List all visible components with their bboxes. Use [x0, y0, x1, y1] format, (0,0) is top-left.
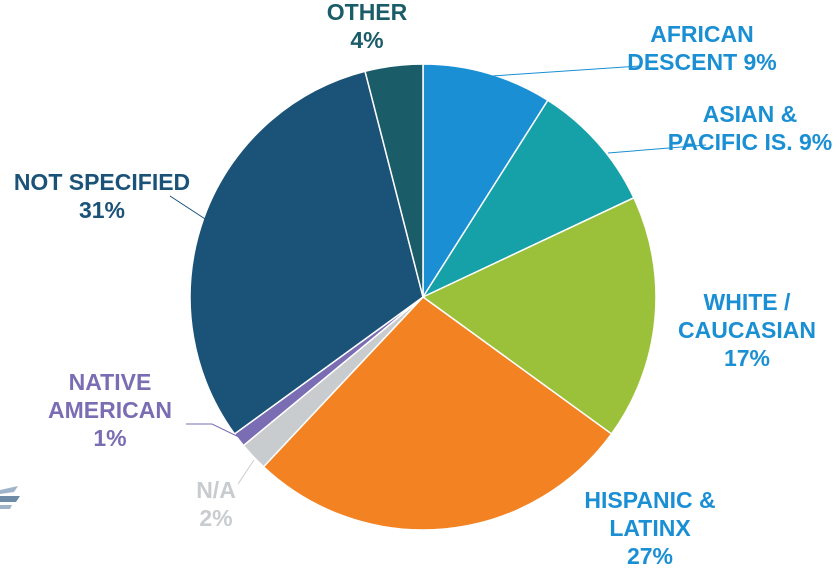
- slice-label: NOT SPECIFIED 31%: [14, 169, 190, 223]
- leader-line: [169, 195, 223, 231]
- slice-label-line: DESCENT 9%: [627, 49, 777, 75]
- slice-label-line: N/A: [196, 477, 236, 503]
- slice-label-line: NOT SPECIFIED: [14, 169, 190, 195]
- slice-label-line: 31%: [79, 197, 125, 223]
- slice-label: WHITE / CAUCASIAN 17%: [678, 289, 816, 371]
- slice-label-line: 1%: [93, 425, 126, 451]
- slice-label-line: OTHER: [327, 0, 408, 25]
- slice-label: AFRICAN DESCENT 9%: [627, 21, 777, 75]
- slice-label-line: LATINX: [609, 515, 691, 541]
- slice-label: NATIVE AMERICAN 1%: [48, 369, 172, 451]
- slice-label: N/A 2%: [196, 477, 236, 531]
- pie-slice-asian-pacific-is: [420, 99, 635, 299]
- leader-line: [491, 65, 641, 77]
- leader-line: [186, 423, 246, 441]
- pie-slice-hispanic-latinx: [262, 296, 613, 531]
- slice-label-line: AMERICAN: [48, 397, 172, 423]
- slice-label-line: ASIAN &: [703, 101, 798, 127]
- slice-label-line: CAUCASIAN: [678, 317, 816, 343]
- pie-slice-other: [364, 63, 424, 298]
- slice-label-line: 17%: [724, 345, 770, 371]
- leader-line: [607, 144, 707, 154]
- slice-label-line: PACIFIC IS. 9%: [668, 129, 832, 155]
- pie-slices: [189, 63, 657, 531]
- leader-lines: [169, 65, 707, 485]
- slice-label: HISPANIC & LATINX 27%: [584, 487, 715, 569]
- slice-label-line: NATIVE: [69, 369, 152, 395]
- ship-logo-fragment: [0, 486, 20, 509]
- slice-label-line: AFRICAN: [650, 21, 754, 47]
- slice-label: OTHER 4%: [327, 0, 408, 53]
- pie-slice-white-caucasian: [421, 196, 657, 435]
- slice-label-line: 4%: [350, 27, 383, 53]
- slice-label-line: 2%: [199, 505, 232, 531]
- slice-label-line: WHITE /: [704, 289, 791, 315]
- leader-line: [237, 459, 255, 485]
- slice-labels: AFRICAN DESCENT 9% ASIAN & PACIFIC IS. 9% WH…: [14, 0, 832, 569]
- slice-label: ASIAN & PACIFIC IS. 9%: [668, 101, 832, 155]
- slice-label-line: 27%: [627, 543, 673, 569]
- pie-slice-african-descent: [422, 63, 549, 300]
- slice-label-line: HISPANIC &: [584, 487, 715, 513]
